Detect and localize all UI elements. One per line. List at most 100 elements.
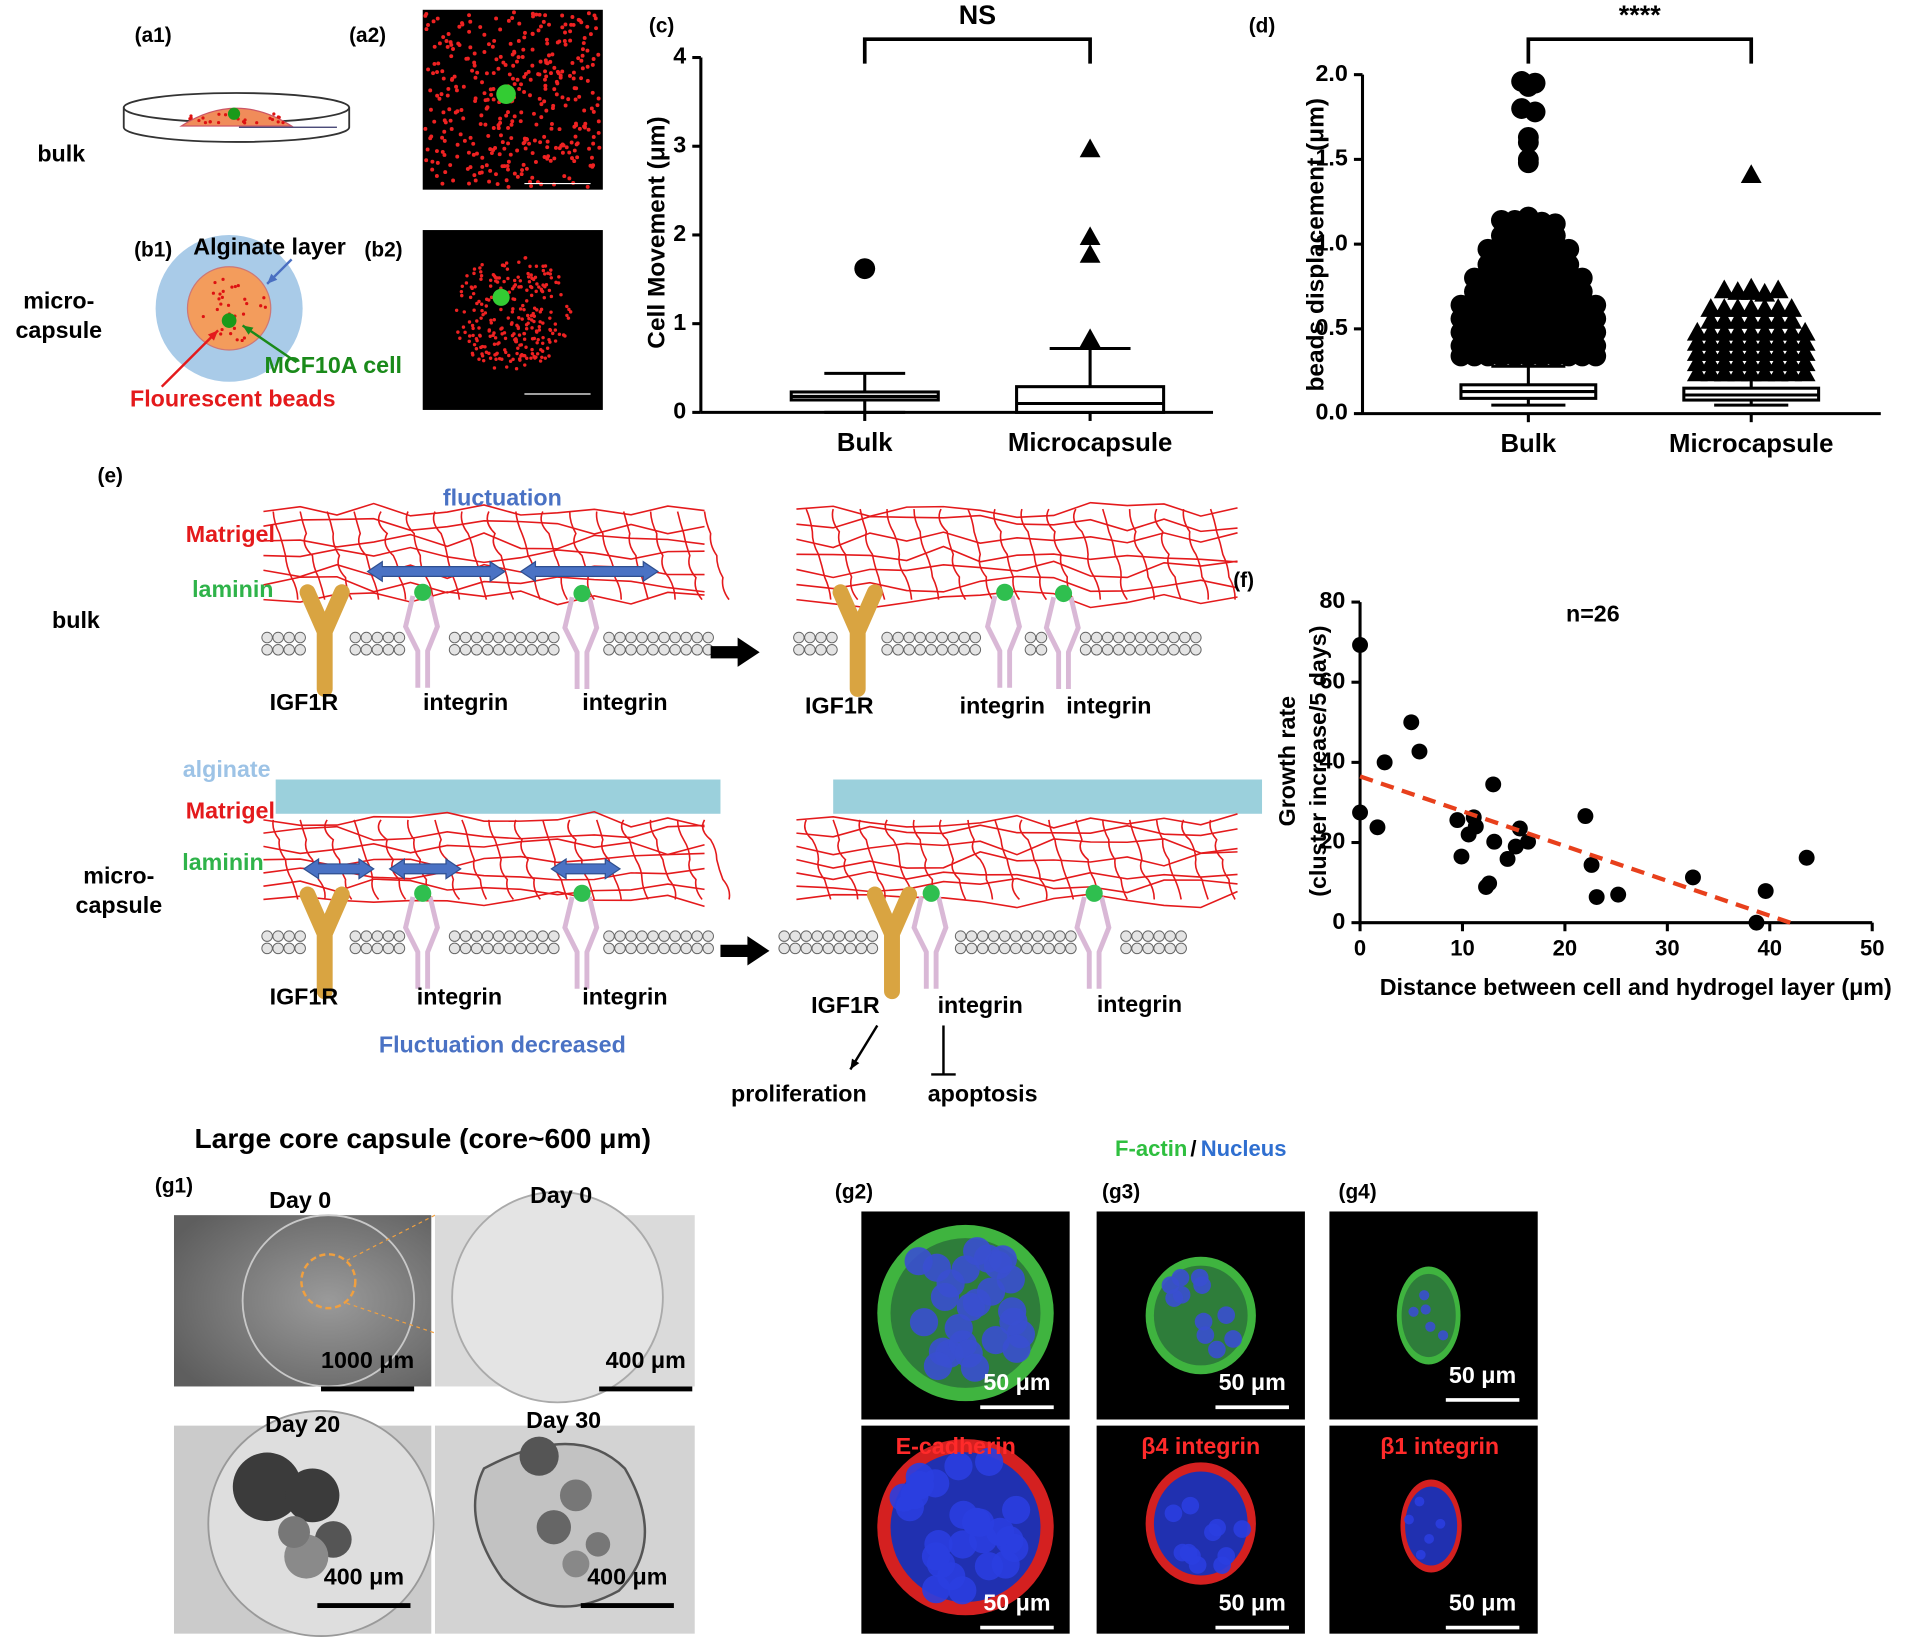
matrigel-fiber — [1019, 819, 1048, 900]
y-tick-label: 4 — [673, 43, 686, 69]
lipid — [349, 631, 362, 644]
bead — [536, 337, 540, 342]
outlier — [1794, 362, 1816, 382]
label: Day 20 — [265, 1411, 340, 1437]
nucleus — [1196, 1326, 1215, 1344]
bead — [530, 151, 535, 155]
bead — [441, 110, 446, 115]
lipid — [1142, 942, 1154, 955]
bead — [497, 152, 502, 157]
outlier — [1686, 342, 1708, 361]
matrigel-fiber — [796, 575, 1238, 593]
bead — [472, 308, 476, 312]
label: capsule — [15, 317, 102, 343]
arrow-head — [242, 325, 254, 335]
bead — [582, 36, 587, 40]
bead — [489, 318, 493, 323]
bead — [493, 336, 498, 340]
label: integrin — [938, 992, 1023, 1018]
bead — [539, 182, 544, 187]
outlier — [1727, 298, 1749, 317]
label: IGF1R — [805, 692, 874, 718]
bead — [571, 180, 576, 185]
bead — [516, 55, 521, 60]
bead — [215, 307, 219, 312]
bead — [510, 321, 514, 325]
label: E-cadherin — [896, 1433, 1016, 1459]
bead — [557, 332, 562, 336]
bead — [424, 158, 429, 163]
significance: NS — [959, 0, 996, 30]
nucleus — [909, 1308, 939, 1337]
bead — [491, 126, 496, 130]
bead — [479, 277, 483, 281]
bead — [530, 31, 535, 36]
bead — [491, 97, 496, 102]
matrigel-fiber — [796, 813, 1238, 829]
bead — [543, 272, 547, 276]
label: laminin — [182, 849, 263, 875]
lipid — [778, 942, 790, 955]
label: (b2) — [364, 238, 402, 261]
nucleus — [975, 1447, 1004, 1476]
fluctuation-arrow — [302, 857, 375, 880]
lipid — [987, 930, 1000, 942]
point — [1499, 851, 1516, 867]
lipid — [261, 631, 273, 644]
nucleus — [960, 1353, 990, 1382]
bead — [430, 159, 435, 164]
nucleus — [1190, 1268, 1209, 1287]
bead — [512, 114, 517, 119]
matrigel-fiber — [1209, 819, 1236, 900]
bead — [549, 71, 553, 76]
matrigel-fiber — [567, 819, 596, 900]
bead — [235, 338, 239, 342]
bead — [576, 56, 581, 61]
bead — [534, 289, 538, 294]
bead — [551, 331, 555, 336]
bead — [522, 89, 527, 94]
lipid — [925, 644, 937, 656]
bead — [243, 297, 247, 301]
bead — [525, 313, 530, 318]
bead — [530, 47, 535, 52]
outlier — [1700, 309, 1722, 329]
bead — [586, 127, 591, 132]
bead — [481, 358, 486, 363]
lipid — [360, 930, 373, 942]
bead — [544, 74, 549, 79]
panel-label: (f) — [1233, 569, 1254, 592]
nucleus — [991, 1550, 1020, 1579]
bead — [560, 13, 565, 18]
lipid — [371, 644, 384, 656]
outlier — [1713, 321, 1735, 341]
label: 50 μm — [1219, 1369, 1286, 1395]
bead — [493, 353, 497, 357]
bead — [515, 174, 520, 179]
bead — [485, 97, 490, 102]
bead — [530, 285, 534, 290]
lipid — [349, 942, 362, 955]
micrograph — [422, 230, 603, 410]
bead — [475, 338, 479, 343]
lipid — [1065, 930, 1077, 942]
lipid — [537, 631, 549, 644]
y-tick-label: 0.0 — [1315, 399, 1347, 425]
outlier — [1713, 298, 1735, 317]
bead — [514, 339, 518, 344]
lipid — [514, 631, 527, 644]
bead — [492, 318, 496, 322]
bead — [464, 56, 469, 61]
bead — [535, 341, 539, 345]
bead — [522, 140, 527, 145]
matrigel-fiber — [377, 511, 407, 600]
bead — [467, 13, 472, 18]
lipid — [936, 631, 948, 644]
nucleus — [1408, 1306, 1419, 1317]
matrigel-fiber — [263, 532, 705, 550]
bead — [515, 323, 519, 328]
bead — [557, 275, 561, 279]
bead — [430, 167, 435, 172]
bead — [477, 326, 481, 330]
label: integrin — [423, 689, 508, 715]
